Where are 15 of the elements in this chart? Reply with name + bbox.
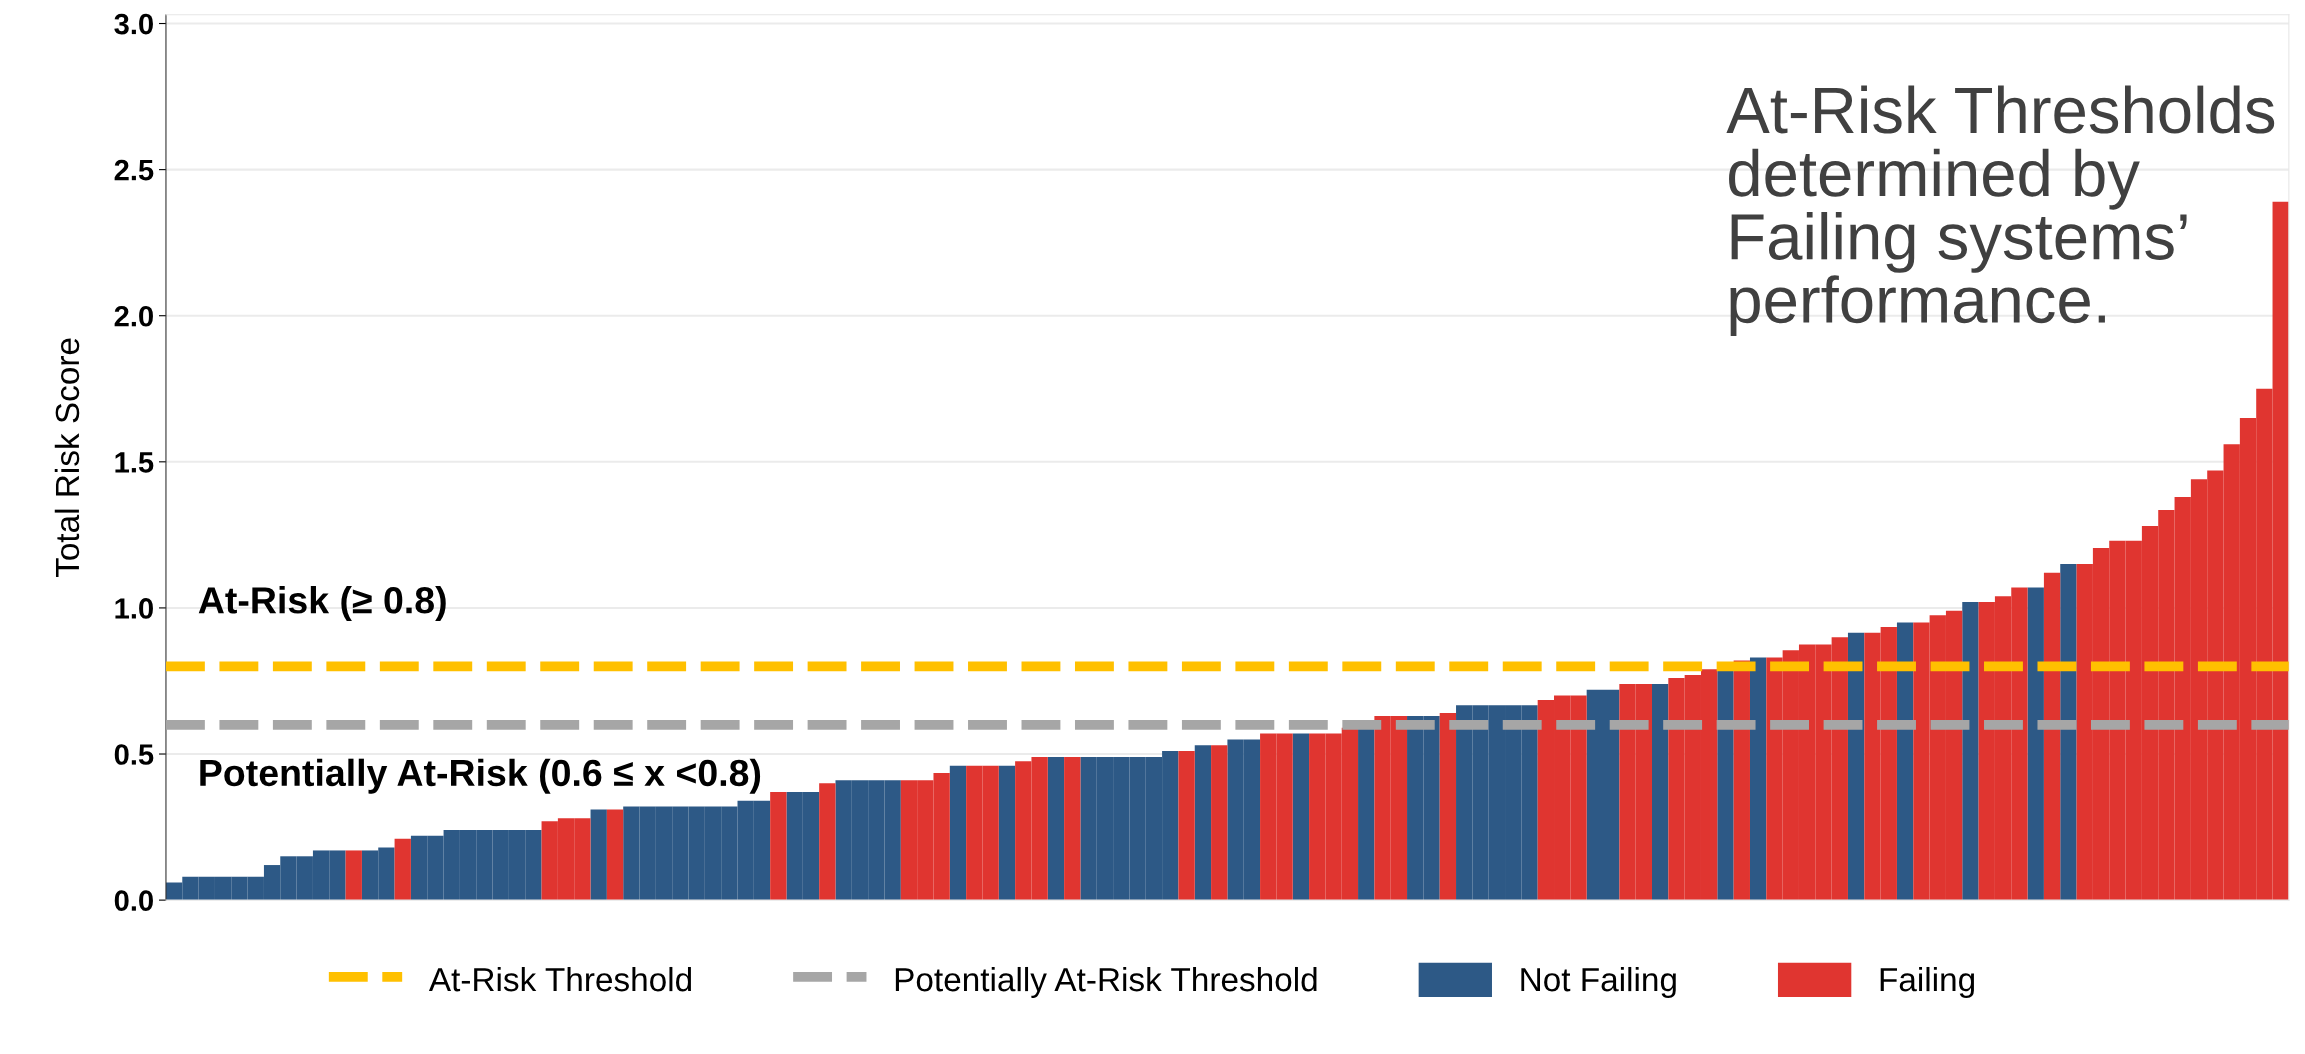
y-tick-label: 0.0 (114, 890, 153, 911)
y-axis-title: Total Risk Score (54, 338, 80, 578)
annotation: At-Risk (≥ 0.8) (198, 586, 446, 621)
y-tick-label: 2.0 (114, 305, 153, 327)
legend-label: Potentially At-Risk Threshold (895, 966, 1317, 999)
y-tick-label: 1.0 (115, 598, 153, 619)
y-tick-label: 2.5 (114, 159, 154, 181)
legend-label: Not Failing (1521, 966, 1676, 999)
legend-label: At-Risk Threshold (428, 966, 692, 992)
y-tick-label: 1.5 (115, 452, 154, 473)
annotation: At-Risk Thresholds determined by Failing systems’ performance. (1726, 85, 2275, 337)
y-tick-label: 3.0 (114, 13, 153, 35)
legend-label: Failing (1880, 966, 1975, 999)
y-tick-label: 0.5 (114, 744, 154, 765)
annotation: Potentially At-Risk (0.6 ≤ x <0.8) (200, 758, 761, 794)
